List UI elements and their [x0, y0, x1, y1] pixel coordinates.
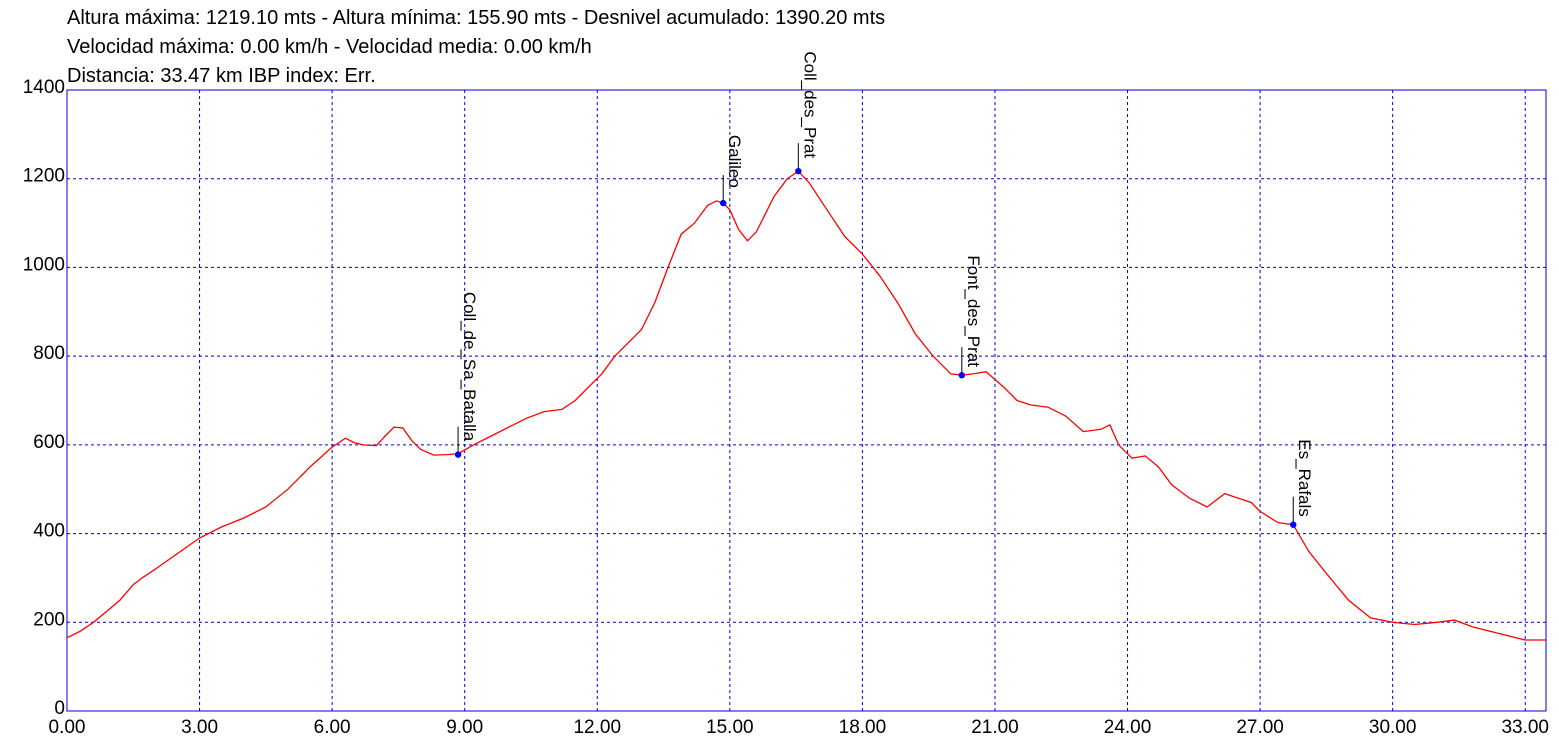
waypoint-marker	[1290, 521, 1297, 528]
y-tick-label: 1400	[23, 77, 65, 98]
x-tick-label: 33.00	[1501, 717, 1549, 738]
waypoint-coll-de-sa-batalla: Coll_de_Sa_Batalla	[454, 292, 479, 458]
elevation-profile-line	[66, 170, 1546, 641]
waypoint-font-des-prat: Font_des_Prat	[958, 255, 983, 379]
header-distance-line: Distancia: 33.47 km IBP index: Err.	[67, 65, 376, 87]
waypoint-label: Coll_des_Prat	[800, 51, 819, 158]
header-speed-line: Velocidad máxima: 0.00 km/h - Velocidad …	[67, 36, 592, 58]
x-tick-label: 27.00	[1236, 717, 1284, 738]
plot-frame	[66, 89, 1547, 712]
waypoint-es-rafals: Es_Rafals	[1290, 439, 1314, 528]
waypoint-markers: Coll_de_Sa_Batalla Galileo Coll_des_Prat Fo…	[454, 51, 1314, 528]
chart-grid	[67, 90, 1546, 711]
y-tick-label: 800	[33, 343, 65, 364]
x-tick-label: 12.00	[573, 717, 621, 738]
waypoint-label: Galileo	[725, 135, 744, 188]
x-tick-label: 15.00	[706, 717, 754, 738]
y-tick-label: 200	[33, 609, 65, 630]
chart-tick-labels: 0.00 3.00 6.00 9.00 12.00 15.00 18.00 21.00 24.0…	[23, 77, 1549, 738]
waypoint-marker	[958, 372, 966, 379]
waypoint-galileo: Galileo	[720, 135, 744, 207]
chart-header: Altura máxima: 1219.10 mts - Altura míni…	[67, 4, 885, 91]
x-tick-label: 9.00	[446, 717, 483, 738]
waypoint-label: Coll_de_Sa_Batalla	[460, 292, 479, 442]
x-tick-label: 6.00	[314, 717, 351, 738]
x-tick-label: 24.00	[1104, 717, 1152, 738]
y-tick-label: 1200	[23, 166, 65, 187]
waypoint-marker	[795, 167, 802, 175]
header-altitude-line: Altura máxima: 1219.10 mts - Altura míni…	[67, 7, 886, 29]
x-tick-label: 0.00	[49, 717, 86, 738]
waypoint-marker	[720, 199, 727, 207]
y-tick-label: 1000	[23, 254, 65, 275]
waypoint-coll-des-prat: Coll_des_Prat	[795, 51, 819, 175]
y-tick-label: 600	[33, 432, 65, 453]
x-tick-label: 18.00	[839, 717, 887, 738]
y-tick-label: 0	[54, 698, 65, 719]
waypoint-marker	[454, 451, 462, 458]
x-tick-label: 21.00	[971, 717, 1019, 738]
x-tick-label: 3.00	[181, 717, 218, 738]
waypoint-label: Es_Rafals	[1295, 439, 1314, 516]
waypoint-label: Font_des_Prat	[964, 255, 983, 367]
y-tick-label: 400	[33, 521, 65, 542]
x-tick-label: 30.00	[1369, 717, 1417, 738]
